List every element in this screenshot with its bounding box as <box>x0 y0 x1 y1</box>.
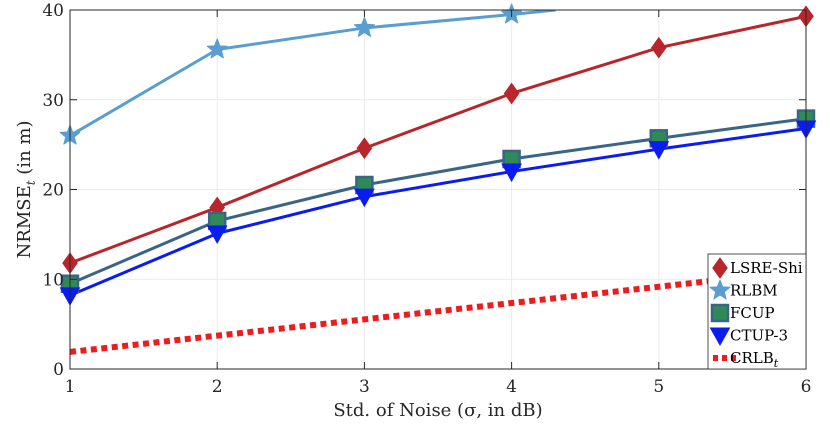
series-line-crlb <box>70 278 711 355</box>
x-tick-label: 2 <box>212 377 223 397</box>
axis-ticks: 1 2 3 4 5 6 0 10 20 30 40 <box>42 1 811 397</box>
y-axis-title-unit: (in m) <box>14 121 35 181</box>
y-tick-label: 10 <box>42 270 64 290</box>
legend-label: RLBM <box>730 282 778 300</box>
marker-ctup-3 <box>206 225 228 245</box>
marker-ctup-3 <box>648 141 670 160</box>
x-tick-label: 4 <box>506 377 517 397</box>
legend-label-text: LSRE-Shi <box>730 259 803 277</box>
y-tick-label: 20 <box>42 181 64 201</box>
legend-label-text: FCUP <box>730 304 775 322</box>
x-axis-title: Std. of Noise (σ, in dB) <box>333 400 542 421</box>
legend-label-subscript: t <box>774 357 779 370</box>
y-axis-title-subscript: t <box>24 180 38 185</box>
legend: LSRE-Shi RLBM FCUP CTUP-3 CRLBt <box>707 253 807 370</box>
legend-swatch <box>710 303 730 323</box>
y-tick-label: 40 <box>42 1 64 21</box>
x-tick-label: 6 <box>801 377 812 397</box>
y-tick-label: 30 <box>42 91 64 111</box>
x-tick-label: 1 <box>65 377 76 397</box>
legend-label-text: RLBM <box>730 282 778 300</box>
legend-swatch <box>709 279 731 300</box>
x-tick-label: 3 <box>359 377 370 397</box>
marker-lsre-shi <box>650 36 667 59</box>
series-line-lsre-shi <box>70 14 806 265</box>
legend-swatch <box>712 257 728 279</box>
marker-lsre-shi <box>356 137 373 160</box>
y-axis-title: NRMSEt (in m) <box>14 121 38 259</box>
legend-label: FCUP <box>730 304 775 322</box>
legend-label: LSRE-Shi <box>730 259 803 277</box>
marker-lsre-shi <box>503 82 520 105</box>
y-tick-label: 0 <box>53 360 64 380</box>
legend-label: CRLBt <box>730 349 779 370</box>
marker-ctup-3 <box>501 163 522 183</box>
legend-label: CTUP-3 <box>730 327 788 345</box>
series-line-fcup <box>70 117 806 286</box>
legend-label-text: CTUP-3 <box>730 327 788 345</box>
legend-swatch <box>709 327 731 347</box>
marker-ctup-3 <box>354 188 375 208</box>
y-axis-title-main: NRMSE <box>14 185 35 258</box>
marker-rlbm <box>206 38 228 59</box>
marker-rlbm <box>353 16 375 37</box>
x-tick-label: 5 <box>653 377 664 397</box>
legend-label-text: CRLB <box>730 349 774 367</box>
series-line-ctup-3 <box>70 126 806 297</box>
